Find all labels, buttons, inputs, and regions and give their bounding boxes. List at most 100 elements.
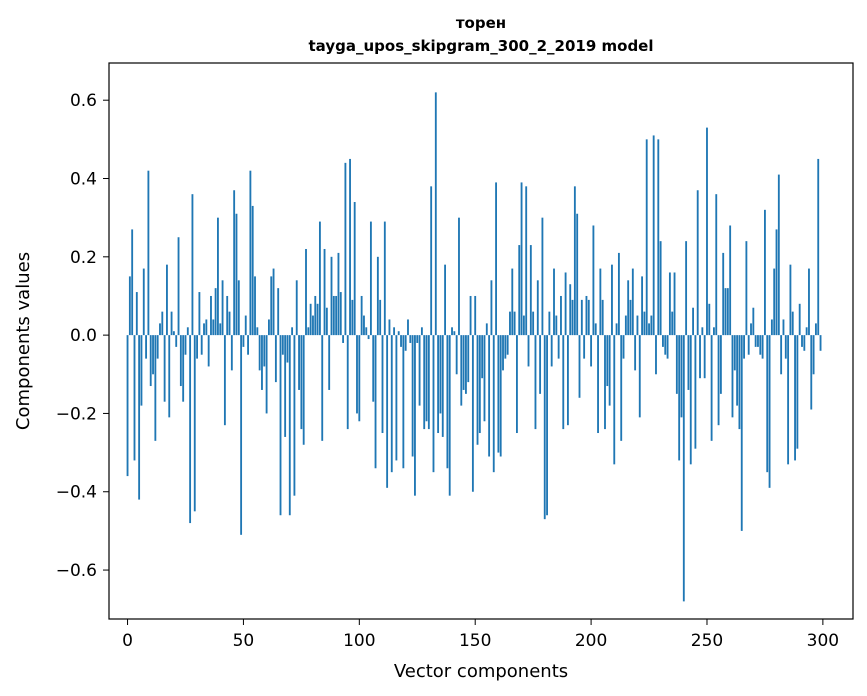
bar-42 bbox=[223, 335, 226, 426]
bar-78 bbox=[307, 327, 310, 336]
bar-48 bbox=[237, 280, 240, 336]
bar-293 bbox=[805, 327, 808, 336]
bar-101 bbox=[360, 295, 363, 336]
y-tick-label: 0.4 bbox=[70, 170, 97, 190]
bar-262 bbox=[733, 335, 736, 371]
bar-205 bbox=[601, 299, 604, 336]
bar-229 bbox=[657, 139, 660, 336]
bar-193 bbox=[573, 186, 576, 336]
bar-243 bbox=[689, 335, 692, 465]
bar-84 bbox=[321, 335, 324, 441]
bar-142 bbox=[455, 335, 458, 375]
bar-54 bbox=[251, 205, 254, 336]
bar-43 bbox=[226, 295, 229, 336]
bar-72 bbox=[293, 335, 296, 496]
bar-136 bbox=[441, 335, 444, 437]
bar-278 bbox=[770, 319, 773, 336]
bar-233 bbox=[666, 335, 669, 359]
bar-33 bbox=[203, 323, 205, 336]
bar-127 bbox=[420, 327, 423, 336]
bar-296 bbox=[812, 335, 815, 375]
bar-106 bbox=[372, 335, 375, 402]
bar-159 bbox=[495, 182, 497, 336]
bar-86 bbox=[325, 307, 328, 336]
bar-92 bbox=[339, 292, 342, 336]
bar-280 bbox=[775, 229, 778, 336]
bar-263 bbox=[736, 335, 739, 406]
bar-61 bbox=[268, 319, 270, 336]
bar-105 bbox=[369, 221, 372, 336]
bar-100 bbox=[358, 335, 361, 422]
bar-161 bbox=[499, 335, 502, 457]
bar-284 bbox=[784, 335, 787, 359]
bar-209 bbox=[611, 264, 613, 336]
bar-45 bbox=[230, 335, 233, 371]
bar-113 bbox=[388, 319, 391, 336]
bar-163 bbox=[504, 335, 507, 359]
bar-59 bbox=[263, 335, 266, 367]
bar-146 bbox=[465, 335, 467, 394]
bar-167 bbox=[513, 311, 516, 336]
bar-166 bbox=[511, 268, 514, 336]
x-tick-label: 250 bbox=[691, 631, 723, 651]
bar-24 bbox=[182, 335, 185, 402]
bar-138 bbox=[446, 335, 449, 469]
bar-145 bbox=[462, 335, 465, 390]
bar-137 bbox=[444, 264, 446, 336]
bar-257 bbox=[722, 252, 725, 336]
bar-125 bbox=[416, 335, 419, 343]
x-tick-label: 50 bbox=[233, 631, 255, 651]
bar-129 bbox=[425, 335, 428, 422]
bar-28 bbox=[191, 194, 194, 336]
bar-160 bbox=[497, 335, 500, 453]
bar-16 bbox=[163, 335, 166, 402]
bar-154 bbox=[483, 335, 486, 422]
bar-155 bbox=[485, 323, 488, 336]
bar-184 bbox=[553, 268, 555, 336]
bar-144 bbox=[460, 335, 463, 406]
bar-177 bbox=[536, 280, 539, 336]
bar-266 bbox=[743, 335, 745, 359]
bar-211 bbox=[615, 323, 618, 336]
bar-275 bbox=[764, 209, 766, 336]
bar-22 bbox=[177, 237, 180, 336]
bar-162 bbox=[502, 335, 504, 371]
bar-234 bbox=[668, 272, 671, 336]
bar-244 bbox=[692, 307, 694, 336]
bar-149 bbox=[471, 335, 474, 492]
bar-231 bbox=[662, 335, 664, 347]
bar-81 bbox=[314, 295, 317, 336]
bar-20 bbox=[172, 331, 175, 336]
bar-6 bbox=[140, 335, 143, 406]
bar-12 bbox=[154, 335, 157, 441]
bar-85 bbox=[323, 248, 326, 336]
bar-10 bbox=[149, 335, 152, 387]
bar-170 bbox=[520, 182, 523, 336]
bar-247 bbox=[699, 335, 701, 379]
bar-279 bbox=[773, 268, 776, 336]
bar-299 bbox=[819, 335, 822, 351]
bar-29 bbox=[193, 335, 196, 512]
bar-95 bbox=[346, 335, 349, 430]
bar-245 bbox=[694, 335, 697, 449]
bar-235 bbox=[671, 311, 674, 336]
bar-272 bbox=[757, 335, 759, 347]
bar-151 bbox=[476, 335, 479, 445]
bar-227 bbox=[652, 135, 655, 336]
bar-55 bbox=[254, 276, 256, 336]
bar-90 bbox=[335, 295, 338, 336]
bar-226 bbox=[650, 315, 653, 336]
bar-128 bbox=[423, 335, 426, 430]
bar-93 bbox=[342, 335, 345, 343]
bar-269 bbox=[750, 323, 752, 336]
bar-70 bbox=[288, 335, 291, 516]
x-axis-ticks: 0 50 100 150 200 250 300 bbox=[122, 619, 839, 651]
bar-153 bbox=[481, 335, 484, 379]
bar-195 bbox=[578, 335, 581, 398]
bar-228 bbox=[655, 335, 657, 375]
bar-274 bbox=[761, 335, 764, 359]
bar-222 bbox=[641, 276, 644, 336]
bar-251 bbox=[708, 303, 711, 336]
bar-289 bbox=[796, 335, 799, 449]
bar-77 bbox=[305, 248, 307, 336]
